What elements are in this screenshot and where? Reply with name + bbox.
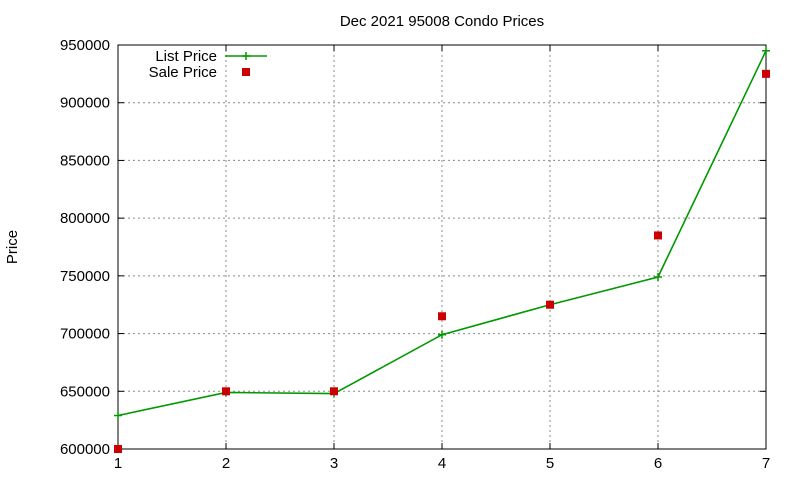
x-tick-labels: 1 2 3 4 5 6 7 [114, 455, 770, 472]
series [114, 46, 770, 453]
x-tick-label: 3 [330, 455, 338, 472]
chart-title: Dec 2021 95008 Condo Prices [340, 13, 544, 30]
sale-price-point [222, 387, 230, 396]
grid [118, 45, 766, 449]
x-tick-label: 1 [114, 455, 122, 472]
list-price-point [438, 330, 446, 339]
legend-label: List Price [155, 48, 217, 65]
y-tick-label: 600000 [60, 441, 110, 458]
legend-square-marker [242, 68, 250, 76]
y-tick-label: 700000 [60, 326, 110, 343]
x-tick-label: 2 [222, 455, 230, 472]
x-tick-label: 6 [654, 455, 662, 472]
series-1 [114, 69, 770, 453]
list-price-point [114, 411, 122, 420]
x-tick-label: 5 [546, 455, 554, 472]
sale-price-point [330, 387, 338, 396]
series-0 [114, 46, 770, 420]
y-tick-label: 850000 [60, 152, 110, 169]
sale-price-point [438, 312, 446, 321]
legend-label: Sale Price [149, 64, 217, 81]
y-tick-label: 750000 [60, 268, 110, 285]
x-tick-label: 4 [438, 455, 446, 472]
sale-price-point [546, 300, 554, 309]
axis-ticks [117, 44, 767, 450]
legend-plus-marker [242, 52, 250, 60]
sale-price-point [762, 69, 770, 78]
x-tick-label: 7 [762, 455, 770, 472]
sale-price-point [114, 445, 122, 453]
y-axis-label: Price [4, 230, 21, 264]
y-tick-label: 800000 [60, 210, 110, 227]
list-price-point [654, 273, 662, 282]
sale-price-point [654, 231, 662, 240]
y-tick-label: 650000 [60, 383, 110, 400]
y-tick-label: 950000 [60, 37, 110, 54]
y-tick-label: 900000 [60, 95, 110, 112]
list-price-point [762, 46, 770, 55]
y-tick-labels: 600000 650000 700000 750000 800000 850000 9000… [60, 37, 110, 458]
